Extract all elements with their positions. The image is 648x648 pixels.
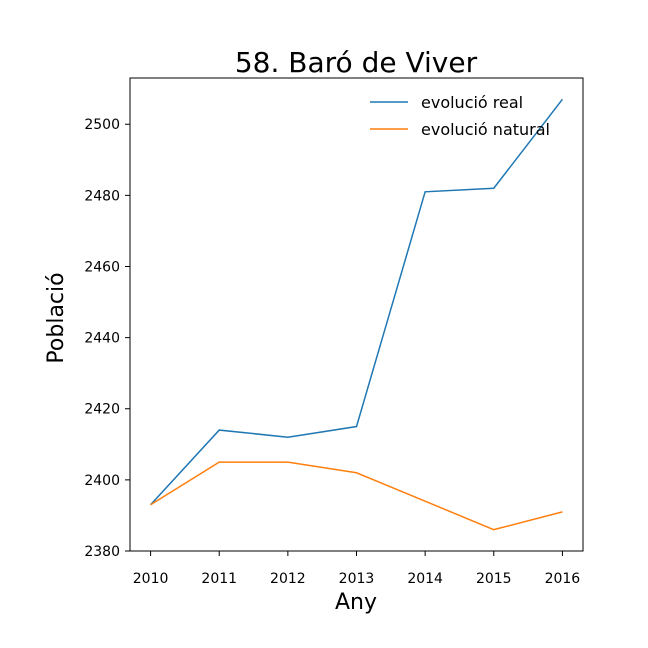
chart-title: 58. Baró de Viver [235, 46, 478, 79]
y-tick-label: 2380 [84, 544, 120, 560]
x-tick-label: 2013 [339, 571, 375, 587]
x-tick-label: 2014 [407, 571, 443, 587]
series-lines [150, 98, 564, 531]
plot-area [129, 77, 584, 552]
y-tick-label: 2420 [84, 402, 120, 418]
x-tick-label: 2015 [476, 571, 512, 587]
x-axis: 2010 2011 2012 2013 2014 2015 2016 [133, 551, 581, 587]
y-tick-label: 2400 [84, 473, 120, 489]
series-line-1 [150, 98, 564, 506]
y-tick-label: 2500 [84, 117, 120, 133]
x-axis-label: Any [335, 590, 377, 615]
x-tick-label: 2016 [545, 571, 581, 587]
y-tick-label: 2440 [84, 331, 120, 347]
legend-label-1: evolució real [421, 93, 523, 112]
legend: evolució real evolució natural [370, 93, 550, 139]
y-tick-label: 2480 [84, 188, 120, 204]
y-tick-label: 2460 [84, 259, 120, 275]
x-tick-label: 2012 [270, 571, 306, 587]
series-line-2 [150, 461, 563, 531]
x-tick-label: 2011 [201, 571, 237, 587]
x-tick-label: 2010 [133, 571, 169, 587]
y-axis: 2380 2400 2420 2440 2460 2480 2500 [84, 117, 130, 560]
y-axis-label: Població [44, 272, 69, 363]
legend-label-2: evolució natural [421, 120, 550, 139]
